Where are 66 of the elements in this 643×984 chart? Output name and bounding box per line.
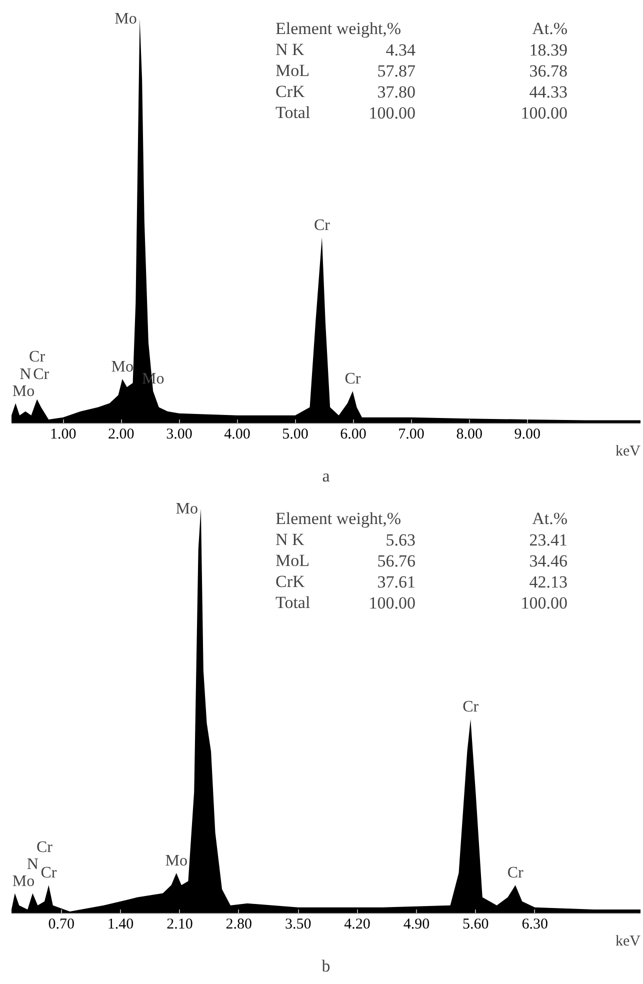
- annotation: Mo: [114, 10, 137, 28]
- annotation: Mo: [111, 358, 134, 376]
- annotation: Cr: [33, 366, 50, 383]
- annotation: 4.34: [386, 40, 416, 60]
- x-tick-label: 7.00: [398, 426, 424, 442]
- x-tick-label: 9.00: [514, 426, 540, 442]
- annotation: At.%: [532, 19, 568, 38]
- annotation: 42.13: [529, 572, 568, 592]
- x-axis-title: keV: [616, 934, 641, 950]
- annotation: 36.78: [529, 62, 568, 80]
- annotation: Cr: [462, 698, 480, 716]
- annotation: Cr: [314, 216, 331, 234]
- annotation: Element weight,%: [276, 509, 402, 528]
- x-tick-label: 6.30: [522, 916, 548, 932]
- annotation: 100.00: [520, 104, 568, 122]
- annotation: Cr: [40, 864, 58, 882]
- annotation: 37.80: [377, 82, 416, 102]
- annotation: N K: [276, 530, 306, 549]
- x-tick-label: 1.40: [107, 916, 134, 932]
- annotation: 56.76: [377, 552, 416, 570]
- annotation: Cr: [507, 864, 524, 882]
- annotation: 100.00: [520, 594, 568, 612]
- annotation: Mo: [12, 872, 35, 890]
- annotation: Cr: [29, 348, 46, 366]
- x-tick-label: 4.90: [403, 916, 430, 932]
- annotation: 100.00: [368, 104, 416, 122]
- annotation: 100.00: [368, 594, 416, 612]
- annotation: Mo: [12, 382, 35, 400]
- annotation: Element weight,%: [276, 19, 402, 38]
- annotation: N: [26, 856, 39, 873]
- annotation: Total: [276, 103, 310, 122]
- x-tick-label: 1.00: [50, 426, 76, 442]
- annotation: 57.87: [377, 62, 416, 80]
- x-tick-label: 5.60: [462, 916, 489, 932]
- annotation: Mo: [165, 852, 188, 870]
- annotation: At.%: [532, 509, 568, 528]
- annotation: CrK: [276, 82, 306, 101]
- x-tick-label: 3.00: [166, 426, 192, 442]
- annotation: 18.39: [529, 40, 568, 60]
- x-tick-label: 2.10: [166, 916, 193, 932]
- x-tick-label: 2.80: [226, 916, 252, 932]
- annotation: Total: [276, 593, 310, 612]
- annotation: 5.63: [386, 530, 416, 550]
- annotation: Cr: [36, 839, 54, 856]
- annotation: MoL: [276, 61, 310, 80]
- x-tick-label: 0.70: [48, 916, 75, 932]
- annotation: 44.33: [529, 82, 568, 102]
- annotation: Mo: [176, 500, 198, 518]
- x-tick-label: 3.50: [284, 916, 312, 932]
- x-tick-label: 4.00: [224, 426, 250, 442]
- x-tick-label: 8.00: [456, 426, 482, 442]
- annotation: N K: [276, 40, 306, 59]
- annotation: 23.41: [529, 530, 568, 550]
- text: a: [322, 466, 330, 486]
- annotation: CrK: [276, 572, 306, 591]
- text: b: [322, 956, 330, 976]
- x-tick-label: 6.00: [340, 426, 366, 442]
- x-tick-label: 2.00: [108, 426, 134, 442]
- annotation: MoL: [276, 551, 310, 570]
- x-tick-label: 4.20: [344, 916, 370, 932]
- annotation: N: [20, 366, 32, 384]
- x-tick-label: 5.00: [282, 426, 308, 442]
- annotation: Cr: [344, 370, 362, 388]
- annotation: 34.46: [529, 552, 568, 570]
- annotation: 37.61: [377, 572, 416, 592]
- x-axis-title: keV: [616, 444, 641, 460]
